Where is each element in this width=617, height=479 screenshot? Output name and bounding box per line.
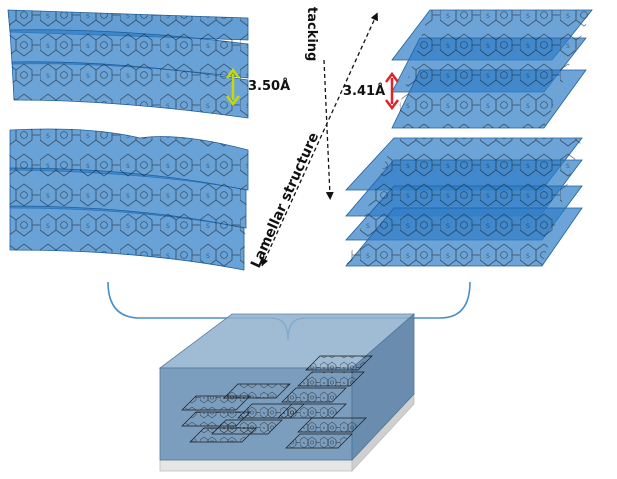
spacing-label-right: 3.41Å bbox=[343, 84, 386, 99]
left-lamellar-stack bbox=[7, 9, 252, 271]
left-lower-block bbox=[9, 128, 249, 271]
double-arrow-icon bbox=[226, 67, 240, 107]
embedded-domains bbox=[181, 355, 373, 449]
thin-film-block bbox=[158, 313, 416, 473]
substrate-front bbox=[159, 459, 353, 472]
right-lower-block bbox=[345, 137, 583, 267]
dashed-arrow-icon bbox=[261, 12, 378, 267]
stacking-label: tacking bbox=[304, 7, 319, 62]
dashed-arrow-icon bbox=[323, 59, 334, 200]
double-arrow-icon bbox=[385, 71, 399, 111]
left-upper-block bbox=[7, 9, 249, 119]
right-pi-stack bbox=[345, 9, 593, 267]
right-upper-block bbox=[391, 9, 593, 129]
spacing-label-left: 3.50Å bbox=[248, 79, 291, 94]
